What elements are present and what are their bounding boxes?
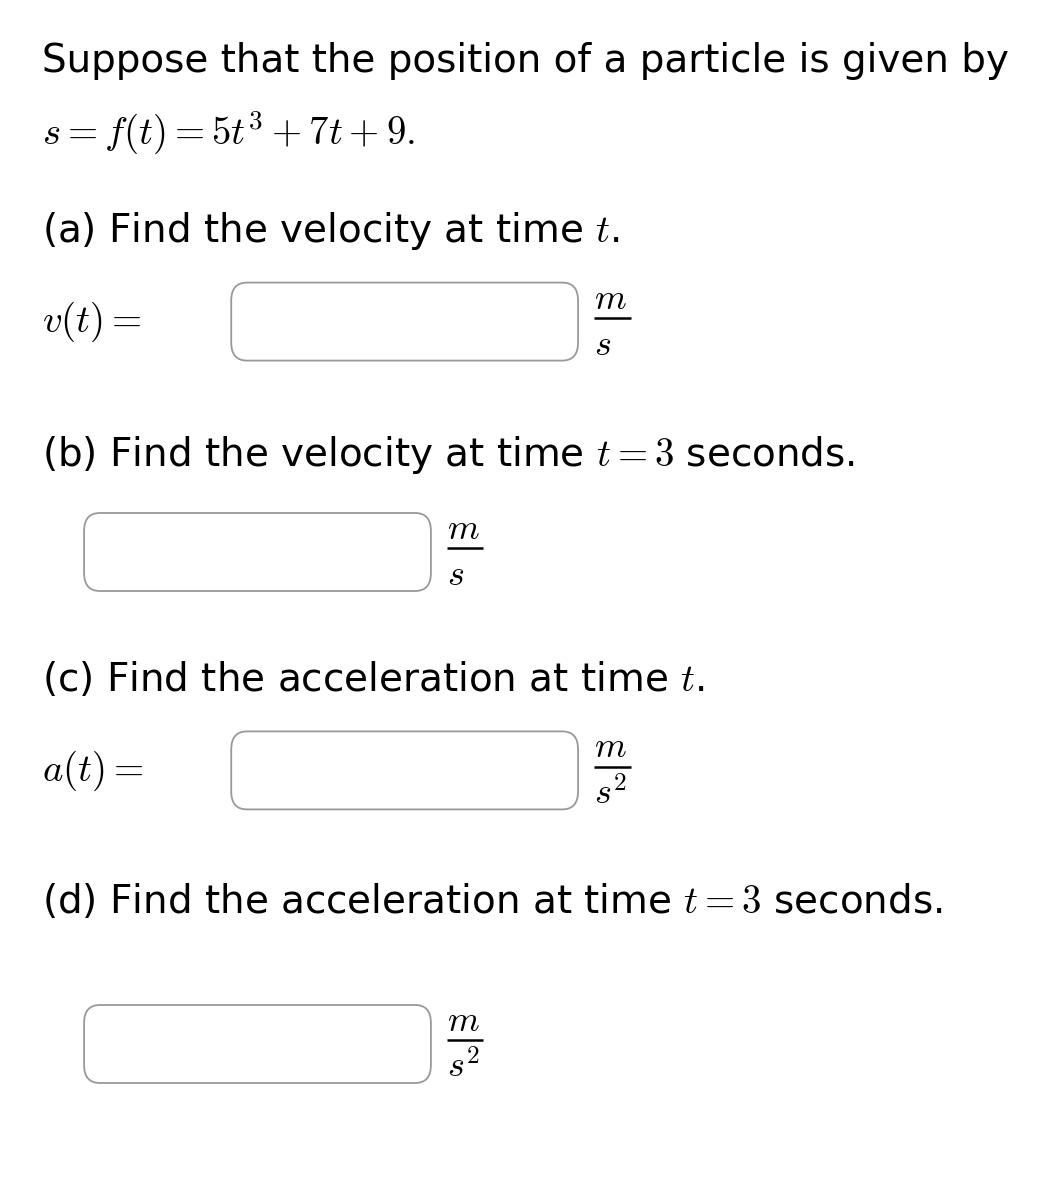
FancyBboxPatch shape [84,1006,431,1082]
Text: (c) Find the acceleration at time $t$.: (c) Find the acceleration at time $t$. [42,660,704,698]
Text: Suppose that the position of a particle is given by: Suppose that the position of a particle … [42,42,1009,80]
Text: $v(t) =$: $v(t) =$ [42,300,142,343]
FancyBboxPatch shape [231,282,578,360]
FancyBboxPatch shape [84,514,431,590]
Text: $s = f(t) = 5t^3 + 7t + 9.$: $s = f(t) = 5t^3 + 7t + 9.$ [42,108,415,156]
Text: $m$: $m$ [594,731,626,764]
FancyBboxPatch shape [231,731,578,809]
Text: $m$: $m$ [447,512,479,546]
Text: $m$: $m$ [447,1004,479,1038]
Text: $s$: $s$ [594,328,611,361]
Text: $a(t) =$: $a(t) =$ [42,749,144,792]
Text: $s^2$: $s^2$ [594,776,626,811]
Text: (a) Find the velocity at time $t$.: (a) Find the velocity at time $t$. [42,210,620,252]
Text: (b) Find the velocity at time $t = 3$ seconds.: (b) Find the velocity at time $t = 3$ se… [42,434,856,476]
Text: (d) Find the acceleration at time $t = 3$ seconds.: (d) Find the acceleration at time $t = 3… [42,882,943,922]
Text: $s$: $s$ [447,558,463,592]
Text: $m$: $m$ [594,282,626,316]
Text: $s^2$: $s^2$ [447,1050,479,1085]
